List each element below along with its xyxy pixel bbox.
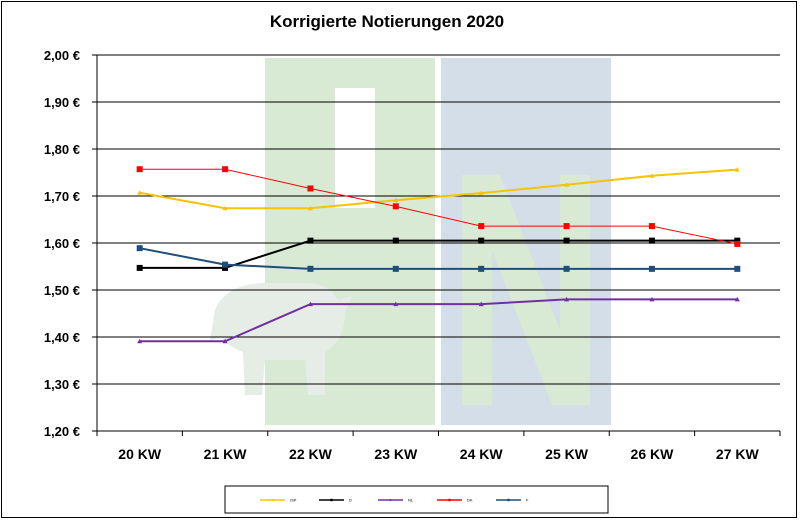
data-point <box>563 237 570 244</box>
data-point <box>222 166 229 173</box>
legend-marker <box>507 498 510 502</box>
data-point <box>478 190 484 196</box>
legend-item: DK <box>437 498 473 503</box>
y-tick-label: 1,20 € <box>44 424 80 439</box>
data-point <box>136 166 143 173</box>
legend: ISP D NL DK F <box>224 485 609 514</box>
series-line <box>139 168 738 245</box>
data-point <box>307 185 314 192</box>
series-line <box>139 168 738 210</box>
x-tick-label: 26 KW <box>631 446 675 462</box>
legend-label: NL <box>408 498 414 503</box>
y-tick-labels: 2,00 € 1,90 € 1,80 € 1,70 € 1,60 € 1,50 € 1,40… <box>44 48 80 439</box>
data-point <box>478 265 485 272</box>
legend-marker <box>389 498 392 501</box>
y-tick-label: 1,30 € <box>44 377 80 392</box>
y-tick-label: 1,80 € <box>44 142 80 157</box>
watermark-logo <box>210 58 611 425</box>
data-point <box>563 223 570 230</box>
data-point <box>137 338 143 344</box>
y-tick-label: 1,50 € <box>44 283 80 298</box>
watermark-letter-i <box>335 88 375 208</box>
data-point <box>649 173 655 178</box>
data-point <box>137 190 143 195</box>
series-line <box>139 247 738 270</box>
y-tick-label: 1,60 € <box>44 236 80 251</box>
data-point <box>307 205 313 211</box>
data-point <box>563 265 570 272</box>
data-point <box>648 265 655 272</box>
x-tick-labels: 20 KW 21 KW 22 KW 23 KW 24 KW 25 KW 26 KW 27 KW <box>118 446 759 462</box>
series-line <box>139 239 738 269</box>
series-lines <box>136 166 741 344</box>
legend-label: ISP <box>290 498 297 503</box>
data-point <box>307 301 313 307</box>
data-point <box>222 205 228 211</box>
data-point <box>734 167 740 172</box>
legend-box <box>224 485 609 514</box>
data-point <box>734 237 741 244</box>
grid-lines <box>92 54 780 432</box>
legend-item: D <box>319 498 352 503</box>
data-point <box>734 240 741 247</box>
x-tick-label: 24 KW <box>460 446 504 462</box>
data-point <box>136 245 143 252</box>
legend-item: ISP <box>260 498 297 503</box>
y-tick-label: 1,40 € <box>44 330 80 345</box>
x-tick-label: 27 KW <box>716 446 760 462</box>
series-line <box>139 298 738 343</box>
data-point <box>222 264 229 271</box>
series-isp <box>137 167 740 211</box>
data-point <box>393 301 399 307</box>
data-point <box>136 264 143 271</box>
y-tick-label: 2,00 € <box>44 48 80 63</box>
legend-label: D <box>349 498 352 503</box>
axes <box>96 55 781 436</box>
y-tick-label: 1,90 € <box>44 95 80 110</box>
series-dk <box>136 166 741 247</box>
data-point <box>307 237 314 244</box>
legend-label: DK <box>467 498 473 503</box>
data-point <box>648 223 655 230</box>
legend-marker <box>448 498 451 502</box>
x-tick-label: 20 KW <box>118 446 162 462</box>
data-point <box>564 296 570 302</box>
legend-marker <box>271 498 274 501</box>
data-point <box>478 237 485 244</box>
legend-item: NL <box>378 498 414 503</box>
x-tick-label: 23 KW <box>374 446 418 462</box>
data-point <box>564 182 570 187</box>
legend-label: F <box>526 498 529 503</box>
data-point <box>222 261 229 268</box>
chart-title: Korrigierte Notierungen 2020 <box>270 12 504 31</box>
data-point <box>392 203 399 210</box>
data-point <box>222 338 228 344</box>
data-point <box>648 237 655 244</box>
data-point <box>478 223 485 230</box>
data-point <box>307 265 314 272</box>
x-tick-label: 25 KW <box>545 446 589 462</box>
data-point <box>478 301 484 307</box>
watermark-pig-icon <box>210 283 352 395</box>
data-point <box>392 237 399 244</box>
series-d <box>136 237 741 271</box>
data-point <box>649 296 655 302</box>
data-point <box>393 197 399 203</box>
data-point <box>734 265 741 272</box>
series-f <box>136 245 741 272</box>
x-tick-label: 22 KW <box>289 446 333 462</box>
x-tick-label: 21 KW <box>204 446 248 462</box>
data-point <box>392 265 399 272</box>
legend-marker <box>330 498 333 502</box>
data-point <box>734 296 740 302</box>
series-nl <box>137 296 740 344</box>
y-tick-label: 1,70 € <box>44 189 80 204</box>
legend-item: F <box>496 498 529 503</box>
